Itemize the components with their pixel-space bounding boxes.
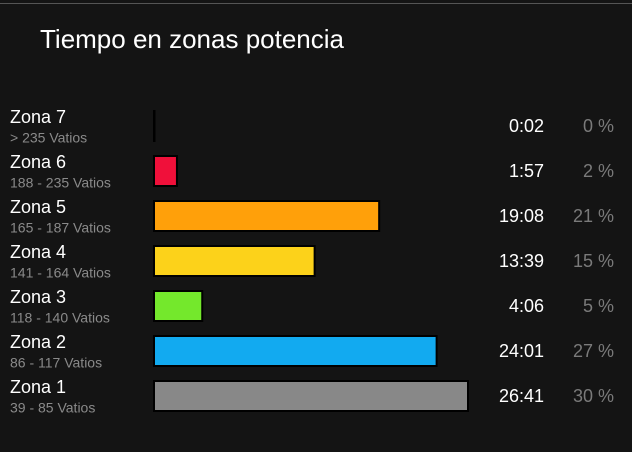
zone-name: Zona 7: [10, 107, 66, 127]
bar: [153, 335, 438, 367]
time-label: 4:06: [509, 296, 544, 316]
bar: [153, 380, 469, 412]
zone-name: Zona 1: [10, 377, 66, 397]
zone-range: 165 - 187 Vatios: [10, 220, 111, 236]
share-label: 2 %: [583, 161, 614, 181]
time-label: 26:41: [499, 386, 544, 406]
zone-name: Zona 6: [10, 152, 66, 172]
zone-range: 39 - 85 Vatios: [10, 400, 95, 416]
zone-name: Zona 4: [10, 242, 66, 262]
zone-range: 141 - 164 Vatios: [10, 265, 111, 281]
share-label: 21 %: [573, 206, 614, 226]
bar: [153, 200, 381, 232]
share-label: 27 %: [573, 341, 614, 361]
zone-range: > 235 Vatios: [10, 130, 87, 146]
bar: [153, 245, 316, 277]
share-label: 30 %: [573, 386, 614, 406]
time-label: 13:39: [499, 251, 544, 271]
bar: [153, 110, 156, 142]
time-label: 24:01: [499, 341, 544, 361]
zone-name: Zona 2: [10, 332, 66, 352]
share-label: 5 %: [583, 296, 614, 316]
bar: [153, 155, 178, 187]
zone-name: Zona 3: [10, 287, 66, 307]
share-label: 0 %: [583, 116, 614, 136]
time-label: 19:08: [499, 206, 544, 226]
share-label: 15 %: [573, 251, 614, 271]
zone-range: 118 - 140 Vatios: [10, 310, 110, 326]
zone-range: 188 - 235 Vatios: [10, 175, 111, 191]
zone-name: Zona 5: [10, 197, 66, 217]
zone-range: 86 - 117 Vatios: [10, 355, 102, 371]
bar: [153, 290, 204, 322]
time-label: 1:57: [509, 161, 544, 181]
chart-title: Tiempo en zonas potencia: [40, 24, 345, 54]
time-label: 0:02: [509, 116, 544, 136]
